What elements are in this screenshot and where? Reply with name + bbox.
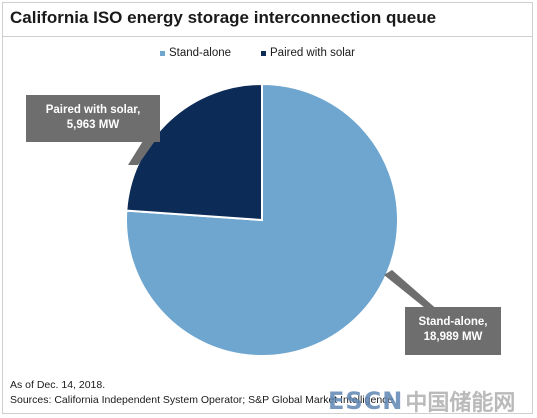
callout-solar-label: Paired with solar,: [45, 104, 141, 116]
watermark-latin-text: ESCN: [328, 387, 404, 415]
legend-item-standalone: Stand-alone: [160, 47, 231, 59]
watermark-logo: ESCN 中国储能网: [328, 386, 515, 416]
pie-slices: [125, 82, 399, 357]
title-divider: [2, 36, 533, 37]
watermark-cjk-text: 中国储能网: [405, 391, 516, 416]
pie-slice-paired-with-solar: [125, 82, 263, 222]
legend-swatch-solar: [261, 50, 266, 56]
legend-label-standalone: Stand-alone: [169, 47, 232, 59]
callout-solar: Paired with solar, 5,963 MW: [26, 95, 160, 142]
callout-standalone-value: 18,989 MW: [423, 331, 483, 343]
legend-swatch-standalone: [160, 50, 165, 56]
callout-standalone: Stand-alone, 18,989 MW: [405, 307, 501, 355]
legend-item-solar: Paired with solar: [261, 47, 355, 59]
chart-title: California ISO energy storage interconne…: [10, 8, 437, 27]
callout-solar-value: 5,963 MW: [66, 119, 120, 131]
footer-sources: Sources: California Independent System O…: [10, 394, 394, 406]
legend-label-solar: Paired with solar: [270, 47, 356, 59]
callout-standalone-label: Stand-alone,: [418, 316, 488, 328]
footer-date-note: As of Dec. 14, 2018.: [10, 379, 106, 391]
standalone-callout-pointer: [384, 270, 440, 312]
chart-legend: Stand-alone Paired with solar: [0, 47, 537, 63]
